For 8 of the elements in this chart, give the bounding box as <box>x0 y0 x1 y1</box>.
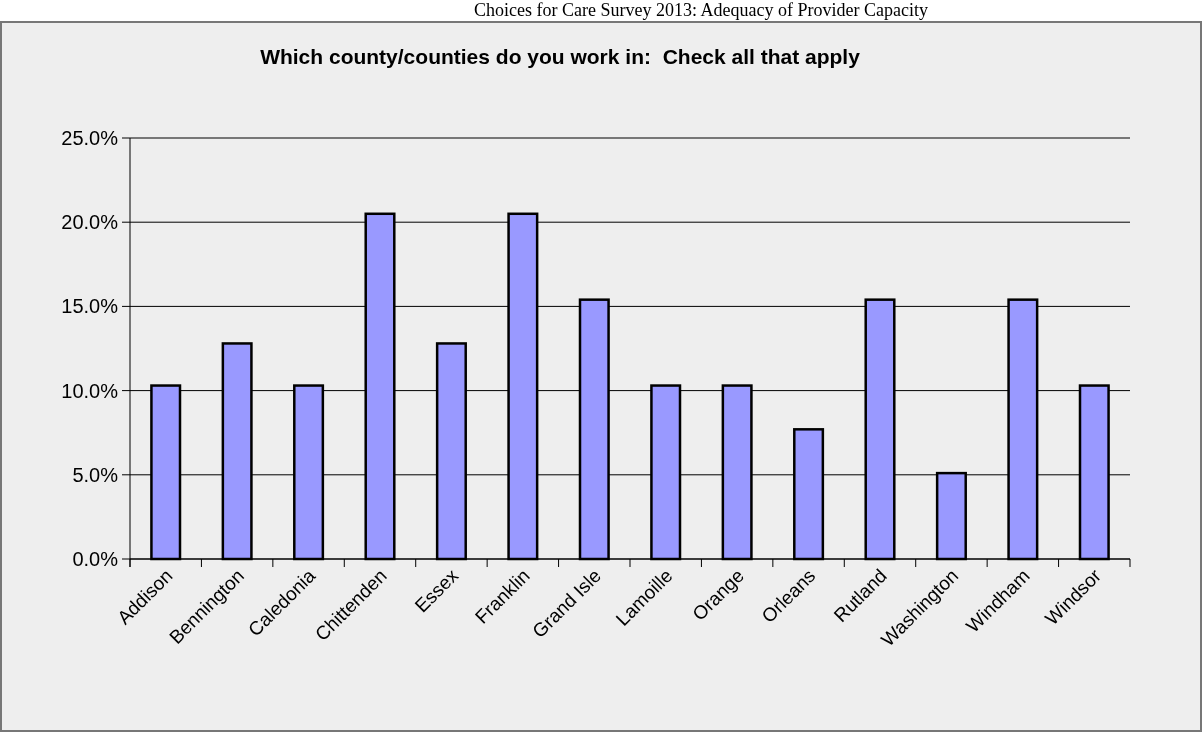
y-tick-label: 20.0% <box>61 211 119 234</box>
y-tick-label: 10.0% <box>61 379 119 402</box>
text: Choices for Care Survey 2013: Adequacy of Provider Capacity <box>474 0 928 20</box>
y-tick-label: 0.0% <box>72 548 119 570</box>
y-tick-label: 25.0% <box>61 127 119 149</box>
chart-title: Which county/counties do you work in: Check all that apply <box>260 45 861 68</box>
y-tick-label: 15.0% <box>61 295 119 318</box>
y-tick-label: 5.0% <box>72 463 119 486</box>
